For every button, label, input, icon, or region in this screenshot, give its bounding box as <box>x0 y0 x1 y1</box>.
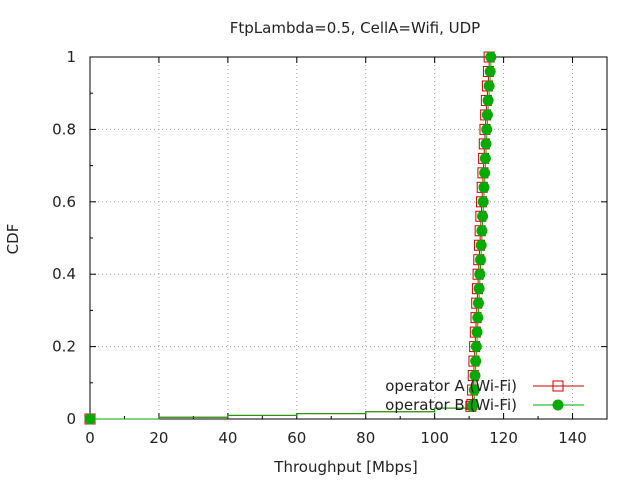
legend: operator A (Wi-Fi)operator B (Wi-Fi) <box>385 377 584 414</box>
series-b-point <box>470 355 482 367</box>
legend-marker-circle <box>552 399 564 411</box>
axis-ticks <box>89 56 607 420</box>
series-b-point <box>479 152 491 164</box>
series-b-point <box>477 210 489 222</box>
series-b-point <box>470 341 482 353</box>
series-b-point <box>478 181 490 193</box>
y-tick-label: 0.2 <box>52 338 76 356</box>
series-b-point <box>480 138 492 150</box>
series-b-point <box>476 225 488 237</box>
legend-label: operator A (Wi-Fi) <box>385 377 517 395</box>
series-b-point <box>483 80 495 92</box>
series-b-point <box>481 109 493 121</box>
plot-frame <box>89 56 608 420</box>
series-b-point <box>485 51 497 63</box>
series-b-point <box>473 283 485 295</box>
x-tick-label: 40 <box>218 429 237 447</box>
tick-labels: 0 20 40 60 80 100 120 140 0 0.2 0.4 0.6 0.8 1 <box>52 48 587 447</box>
x-tick-label: 100 <box>420 429 449 447</box>
legend-marker-square <box>552 380 564 392</box>
series-lines <box>90 57 492 420</box>
series-b-point <box>477 196 489 208</box>
x-axis-label: Throughput [Mbps] <box>273 458 417 476</box>
y-tick-label: 0.4 <box>52 265 76 283</box>
series-b-point <box>479 167 491 179</box>
series-b-point <box>468 384 480 396</box>
x-tick-label: 20 <box>149 429 168 447</box>
x-tick-label: 120 <box>489 429 518 447</box>
legend-label: operator B (Wi-Fi) <box>385 396 517 414</box>
chart-title: FtpLambda=0.5, CellA=Wifi, UDP <box>230 19 480 37</box>
y-tick-label: 0.8 <box>52 120 76 138</box>
series-b-point <box>482 94 494 106</box>
series-b-point <box>467 399 479 411</box>
x-tick-label: 60 <box>287 429 306 447</box>
y-tick-label: 0 <box>66 410 76 428</box>
series-b-line <box>90 57 492 420</box>
x-tick-label: 80 <box>356 429 375 447</box>
y-tick-label: 0.6 <box>52 193 76 211</box>
series-b-point <box>472 312 484 324</box>
y-axis-label: CDF <box>4 224 22 255</box>
series-b-point <box>469 370 481 382</box>
y-tick-label: 1 <box>66 48 76 66</box>
series-b-point <box>84 413 96 425</box>
series-a-line <box>90 57 490 420</box>
grid-lines <box>90 57 607 419</box>
series-b-point <box>481 123 493 135</box>
x-tick-label: 0 <box>85 429 95 447</box>
x-tick-label: 140 <box>558 429 587 447</box>
series-b-point <box>475 239 487 251</box>
series-markers <box>84 51 497 425</box>
series-b-point <box>471 326 483 338</box>
series-b-point <box>484 65 496 77</box>
series-b-point <box>475 254 487 266</box>
series-b-point <box>472 297 484 309</box>
series-b-point <box>474 268 486 280</box>
